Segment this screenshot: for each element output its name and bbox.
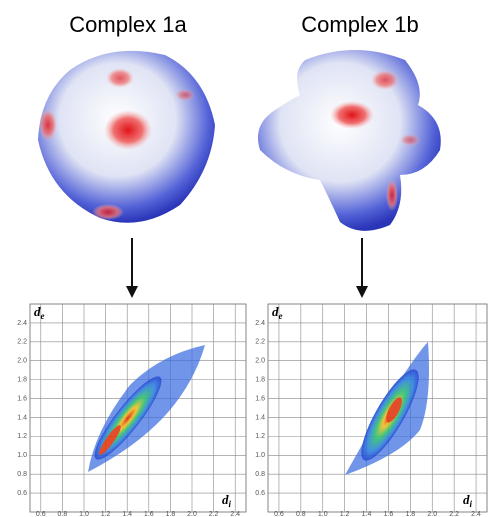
y-tick-label: 2.2 — [255, 339, 265, 346]
x-tick-label: 2.4 — [230, 511, 240, 517]
x-tick-label: 1.8 — [166, 511, 176, 517]
panel-title: Complex 1b — [301, 12, 418, 37]
x-tick-label: 1.2 — [340, 511, 350, 517]
y-tick-label: 1.8 — [255, 376, 265, 383]
page: Complex 1a Complex 1b 0.6 0.8 1.0 1.2 1.4 1.6… — [0, 0, 488, 517]
x-tick-label: 0.8 — [58, 511, 68, 517]
arrows — [126, 238, 368, 298]
x-tick-label: 2.0 — [427, 511, 437, 517]
x-tick-label: 1.2 — [101, 511, 111, 517]
y-tick-label: 1.0 — [17, 452, 27, 459]
y-tick-label: 1.8 — [17, 376, 27, 383]
surface-1b — [258, 50, 441, 231]
y-tick-label: 1.6 — [255, 395, 265, 402]
x-tick-label: 2.2 — [449, 511, 459, 517]
y-tick-label: 2.4 — [255, 320, 265, 327]
x-tick-label: 1.8 — [405, 511, 415, 517]
x-tick-label: 1.0 — [318, 511, 328, 517]
y-tick-label: 2.4 — [17, 320, 27, 327]
x-tick-label: 0.6 — [36, 511, 46, 517]
label-sub: e — [41, 311, 45, 321]
x-tick-label: 0.6 — [274, 511, 284, 517]
x-tick-label: 2.2 — [209, 511, 219, 517]
y-tick-label: 2.0 — [17, 358, 27, 365]
y-tick-label: 0.6 — [17, 490, 27, 497]
x-tick-label: 1.6 — [144, 511, 154, 517]
y-tick-label: 1.2 — [255, 433, 265, 440]
label-sub: e — [279, 311, 283, 321]
x-tick-label: 1.6 — [384, 511, 394, 517]
y-tick-label: 1.0 — [255, 452, 265, 459]
surface-1a — [38, 51, 215, 223]
y-tick-label: 1.2 — [17, 433, 27, 440]
y-tick-label: 0.6 — [255, 490, 265, 497]
y-tick-label: 1.4 — [255, 414, 265, 421]
y-tick-label: 2.0 — [255, 358, 265, 365]
figure: Complex 1a Complex 1b 0.6 0.8 1.0 1.2 1.4 1.6… — [0, 0, 488, 517]
x-tick-label: 2.0 — [187, 511, 197, 517]
y-tick-label: 1.4 — [17, 414, 27, 421]
x-tick-label: 1.0 — [79, 511, 89, 517]
x-tick-label: 2.4 — [471, 511, 481, 517]
y-tick-label: 0.8 — [17, 471, 27, 478]
y-tick-label: 1.6 — [17, 395, 27, 402]
x-tick-label: 0.8 — [296, 511, 306, 517]
y-tick-label: 2.2 — [17, 339, 27, 346]
panel-title: Complex 1a — [69, 12, 187, 37]
x-tick-label: 1.4 — [362, 511, 372, 517]
y-tick-label: 0.8 — [255, 471, 265, 478]
x-tick-label: 1.4 — [122, 511, 132, 517]
